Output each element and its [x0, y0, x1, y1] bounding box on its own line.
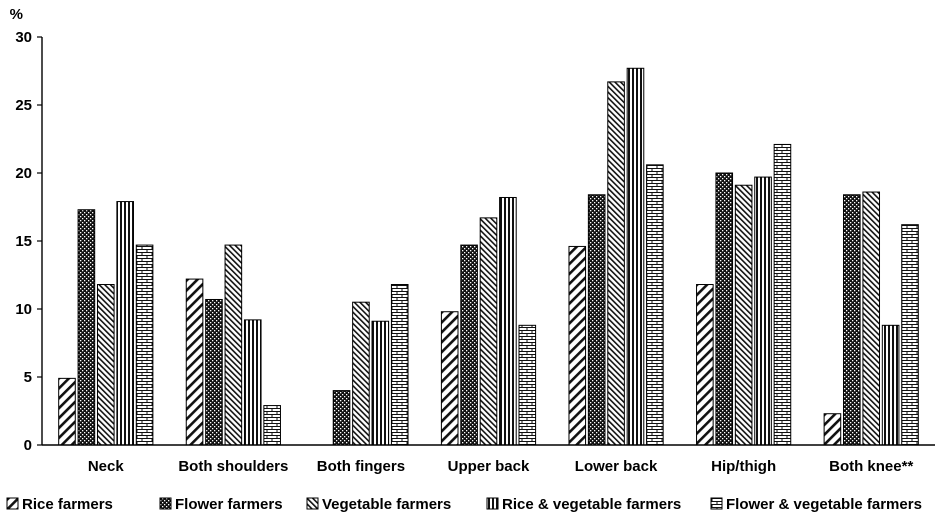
y-axis-ticks: 0 5 10 15 20 25 30 — [15, 29, 42, 454]
bar — [440, 311, 459, 446]
category-label: Lower back — [575, 458, 658, 475]
bar — [499, 196, 517, 446]
bar — [696, 284, 714, 446]
bar — [116, 201, 134, 446]
bar — [371, 320, 390, 446]
bar — [626, 67, 645, 446]
legend-swatch — [306, 497, 319, 510]
bar — [263, 405, 281, 446]
bar — [332, 390, 351, 446]
axes — [41, 37, 935, 446]
bar — [243, 319, 262, 446]
bar — [823, 413, 842, 446]
bar — [587, 194, 606, 446]
category-label: Upper back — [448, 458, 530, 475]
category-labels: Neck Both shoulders Both fingers Upper back… — [88, 458, 914, 475]
bar — [843, 194, 861, 446]
legend-swatch — [6, 497, 19, 510]
y-tick-label: 10 — [15, 301, 32, 318]
y-axis-label: % — [10, 6, 23, 23]
category-label: Both knee** — [829, 458, 913, 475]
category-label: Hip/thigh — [711, 458, 776, 475]
bar — [352, 301, 370, 446]
bar — [479, 217, 498, 446]
legend-swatch — [710, 497, 723, 510]
bar — [754, 176, 772, 446]
bar — [715, 172, 734, 446]
bar — [518, 324, 537, 446]
bar — [224, 244, 243, 446]
bar — [185, 278, 204, 446]
bar — [390, 284, 409, 446]
bar — [58, 377, 76, 446]
legend-label: Flower & vegetable farmers — [726, 496, 922, 513]
bar — [460, 244, 478, 446]
y-tick-label: 20 — [15, 165, 32, 182]
bar — [568, 245, 587, 446]
legend-label: Rice farmers — [22, 496, 113, 513]
category-label: Both fingers — [317, 458, 405, 475]
bar — [135, 244, 154, 446]
legend: Rice farmers Flower farmers Vegetable farm… — [6, 496, 922, 513]
bar — [96, 284, 115, 446]
bar — [607, 81, 625, 446]
bar — [862, 191, 881, 446]
bars — [58, 67, 919, 446]
bar — [901, 224, 919, 446]
category-label: Both shoulders — [178, 458, 288, 475]
bar — [881, 324, 900, 446]
y-tick-label: 30 — [15, 29, 32, 46]
y-tick-label: 0 — [24, 437, 32, 454]
legend-label: Vegetable farmers — [322, 496, 451, 513]
bar — [77, 209, 96, 446]
y-tick-label: 5 — [24, 369, 32, 386]
legend-swatch — [486, 497, 499, 510]
y-tick-label: 25 — [15, 97, 32, 114]
bar — [205, 298, 223, 446]
legend-label: Rice & vegetable farmers — [502, 496, 681, 513]
category-label: Neck — [88, 458, 125, 475]
y-tick-label: 15 — [15, 233, 32, 250]
legend-swatch — [159, 497, 172, 510]
legend-label: Flower farmers — [175, 496, 283, 513]
bar — [734, 184, 753, 446]
bar — [773, 143, 792, 446]
bar — [646, 164, 664, 446]
